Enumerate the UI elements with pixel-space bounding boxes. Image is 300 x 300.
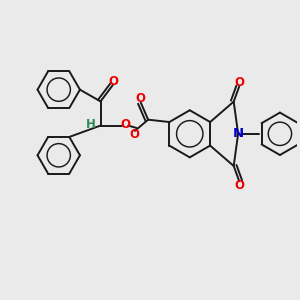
Text: O: O: [109, 75, 118, 88]
Text: H: H: [86, 118, 96, 131]
Text: O: O: [234, 179, 244, 192]
Text: O: O: [135, 92, 145, 105]
Text: O: O: [234, 76, 244, 89]
Text: N: N: [232, 127, 244, 140]
Text: O: O: [129, 128, 139, 142]
Text: O: O: [121, 118, 131, 131]
